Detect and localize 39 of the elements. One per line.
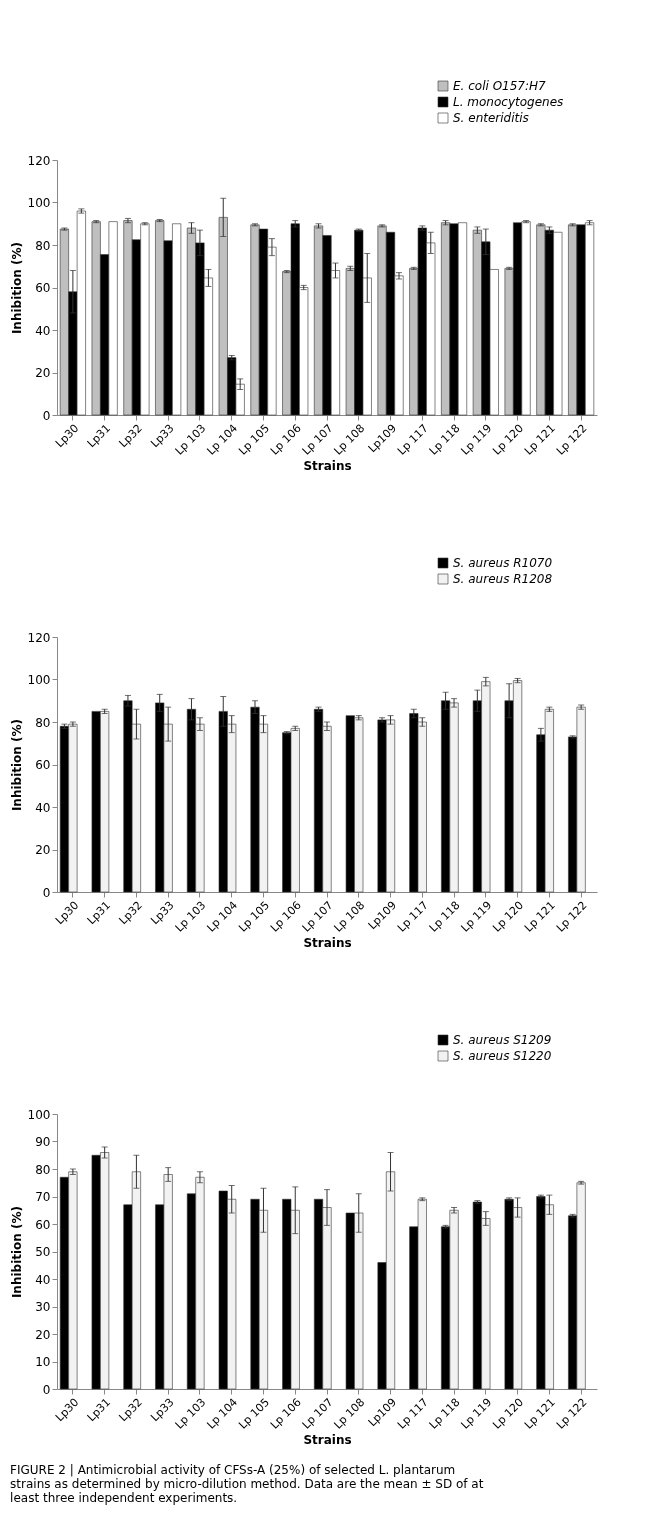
y-tick-label: 100 (27, 673, 51, 687)
y-tick-label: 0 (42, 885, 51, 900)
y-tick-label: 90 (35, 1135, 51, 1149)
x-axis-title: Strains (303, 935, 352, 950)
y-tick-label: 20 (35, 366, 51, 380)
y-tick-label: 120 (27, 630, 51, 645)
y-tick-label: 40 (35, 800, 51, 815)
x-axis-title: Strains (303, 1432, 352, 1447)
y-tick-label: 100 (27, 196, 51, 210)
y-tick-label: 40 (35, 1272, 51, 1287)
y-axis-title: Inhibition (%) (9, 1205, 24, 1299)
legend-label: S. aureus S1220 (453, 1049, 552, 1063)
y-tick-label: 60 (35, 1217, 51, 1232)
x-axis-title: Strains (303, 458, 352, 473)
legend-label: S. aureus R1070 (453, 556, 553, 570)
y-tick-label: 80 (35, 238, 51, 253)
y-tick-label: 0 (42, 408, 51, 423)
y-tick-label: 80 (35, 715, 51, 730)
legend-label: E. coli O157:H7 (453, 79, 547, 93)
caption: FIGURE 2 | Antimicrobial activity of CFSs-A (25%) of selected L. plantarum strains as determined by micro-dilution method. Data are the mean ± SD of at least three independent experiments. (10, 1463, 484, 1506)
y-tick-label: 60 (35, 758, 51, 772)
legend-label: S. aureus R1208 (453, 572, 553, 586)
y-axis-title: Inhibition (%) (9, 718, 24, 812)
y-tick-label: 40 (35, 323, 51, 338)
y-axis-title: Inhibition (%) (9, 241, 24, 335)
y-tick-label: 30 (35, 1300, 51, 1314)
y-tick-label: 10 (35, 1355, 51, 1369)
y-tick-label: 120 (27, 153, 51, 168)
y-tick-label: 100 (27, 1107, 51, 1122)
y-tick-label: 50 (35, 1245, 51, 1259)
y-tick-label: 70 (35, 1190, 51, 1204)
legend-label: L. monocytogenes (453, 95, 564, 109)
y-tick-label: 80 (35, 1162, 51, 1177)
y-tick-label: 20 (35, 843, 51, 857)
y-tick-label: 0 (42, 1382, 51, 1397)
legend-label: S. aureus S1209 (453, 1033, 552, 1047)
y-tick-label: 20 (35, 1327, 51, 1342)
legend-label: S. enteriditis (453, 111, 529, 125)
y-tick-label: 60 (35, 281, 51, 295)
